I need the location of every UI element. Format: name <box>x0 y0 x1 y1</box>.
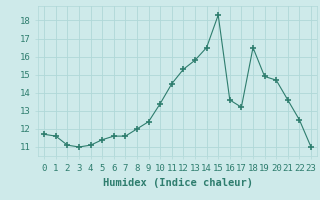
X-axis label: Humidex (Indice chaleur): Humidex (Indice chaleur) <box>103 178 252 188</box>
